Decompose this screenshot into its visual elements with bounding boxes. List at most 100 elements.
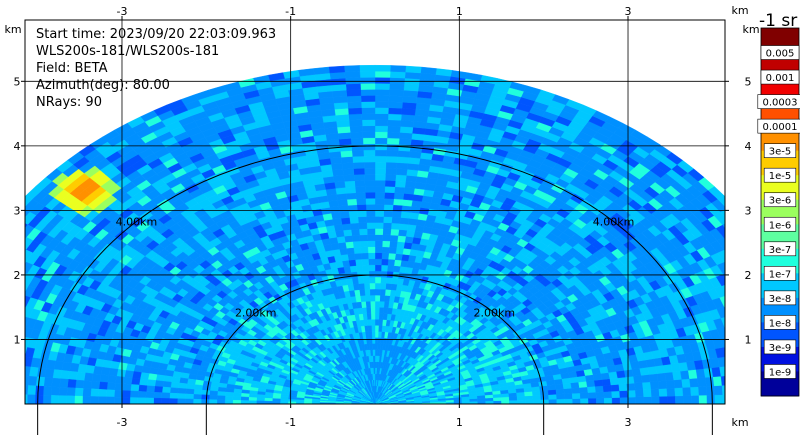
- data-cell: [540, 390, 548, 395]
- data-cell: [185, 394, 193, 399]
- data-cell: [359, 229, 367, 235]
- data-cell: [731, 244, 745, 257]
- data-cell: [382, 320, 386, 326]
- data-cell: [731, 394, 739, 404]
- data-cell: [0, 384, 4, 394]
- data-cell: [35, 395, 43, 404]
- data-cell: [91, 389, 99, 397]
- data-cell: [84, 373, 93, 381]
- data-cell: [367, 229, 375, 235]
- data-cell: [612, 398, 620, 405]
- data-cell: [596, 398, 604, 404]
- data-cell: [729, 281, 742, 293]
- data-cell: [186, 389, 194, 395]
- data-cell: [382, 247, 389, 253]
- data-cell: [280, 399, 288, 402]
- data-cell: [704, 368, 713, 378]
- data-cell: [408, 157, 420, 164]
- data-cell: [739, 301, 751, 313]
- data-cell: [727, 365, 736, 375]
- data-cell: [525, 396, 533, 400]
- data-cell: [390, 71, 405, 78]
- data-cell: [732, 324, 743, 335]
- data-cell: [390, 65, 406, 72]
- data-cell: [375, 71, 390, 77]
- data-cell: [728, 335, 739, 346]
- data-cell: [9, 281, 22, 293]
- data-cell: [389, 84, 404, 91]
- data-cell: [660, 396, 668, 404]
- data-cell: [379, 319, 383, 325]
- data-cell: [4, 374, 13, 384]
- data-cell: [100, 375, 109, 383]
- data-cell: [379, 301, 384, 307]
- data-cell: [241, 393, 249, 397]
- data-cell: [347, 199, 357, 206]
- data-cell: [724, 234, 738, 247]
- data-cell: [171, 377, 180, 383]
- data-cell: [0, 288, 8, 300]
- data-cell: [345, 71, 360, 78]
- data-cell: [337, 193, 347, 200]
- data-cell: [735, 364, 744, 375]
- data-cell: [19, 395, 27, 405]
- data-cell: [360, 235, 368, 241]
- data-cell: [509, 396, 517, 400]
- data-cell: [75, 388, 84, 396]
- data-cell: [549, 399, 557, 404]
- data-cell: [23, 357, 33, 367]
- data-cell: [349, 120, 362, 127]
- data-cell: [400, 218, 409, 225]
- data-cell: [249, 401, 257, 404]
- data-cell: [19, 385, 28, 395]
- data-cell: [7, 355, 17, 366]
- data-cell: [595, 386, 604, 393]
- data-cell: [357, 205, 366, 211]
- data-cell: [154, 386, 163, 392]
- data-cell: [362, 259, 369, 265]
- data-cell: [384, 301, 389, 307]
- data-cell: [396, 248, 404, 255]
- data-cell: [249, 397, 257, 401]
- data-cell: [125, 370, 134, 378]
- data-cell: [347, 102, 361, 109]
- data-cell: [713, 376, 722, 386]
- data-cell: [400, 260, 408, 267]
- data-cell: [388, 120, 401, 127]
- data-cell: [375, 65, 391, 71]
- data-cell: [0, 332, 7, 343]
- data-cell: [724, 305, 736, 316]
- data-cell: [691, 387, 700, 396]
- data-cell: [347, 96, 361, 103]
- data-cell: [349, 217, 358, 224]
- data-cell: [392, 278, 399, 285]
- data-cell: [734, 291, 746, 303]
- data-cell: [517, 396, 525, 400]
- data-cell: [682, 379, 691, 388]
- data-cell: [730, 385, 739, 395]
- data-cell: [697, 377, 706, 386]
- data-cell: [579, 381, 588, 387]
- data-cell: [375, 362, 377, 368]
- data-cell: [675, 388, 684, 397]
- data-cell: [372, 337, 375, 343]
- data-cell: [727, 205, 742, 218]
- data-cell: [588, 392, 596, 398]
- data-cell: [378, 325, 382, 331]
- data-cell: [44, 377, 53, 386]
- data-cell: [225, 396, 233, 400]
- data-cell: [375, 108, 389, 114]
- data-cell: [365, 295, 370, 301]
- data-cell: [0, 286, 1, 298]
- data-cell: [365, 289, 371, 295]
- data-cell: [369, 271, 375, 277]
- data-cell: [1, 279, 14, 291]
- data-cell: [387, 132, 400, 139]
- data-cell: [12, 234, 26, 247]
- data-cell: [635, 390, 643, 397]
- data-cell: [209, 400, 217, 404]
- data-cell: [380, 295, 385, 301]
- data-cell: [344, 65, 360, 72]
- data-cell: [375, 162, 386, 168]
- data-cell: [355, 186, 365, 193]
